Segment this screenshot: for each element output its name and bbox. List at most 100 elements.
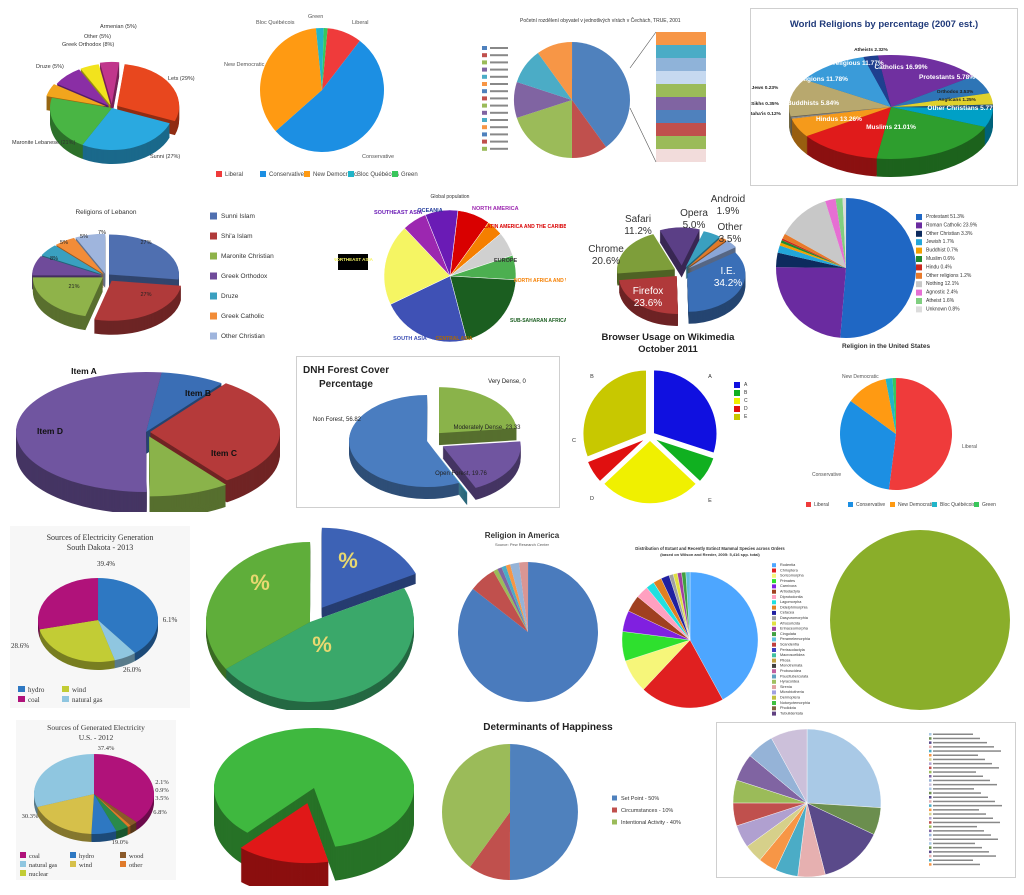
legend-label bbox=[933, 733, 973, 735]
pie-slice bbox=[780, 240, 846, 268]
bar-segment bbox=[656, 97, 706, 110]
slice-label: C bbox=[572, 438, 576, 444]
pie-slice bbox=[442, 441, 521, 488]
chart-sd-electricity[interactable]: Sources of Electricity Generation South D… bbox=[10, 526, 190, 708]
legend-swatch bbox=[929, 825, 932, 828]
region-label: NORTHEAST ASIA bbox=[334, 257, 374, 262]
legend-swatch bbox=[929, 783, 932, 786]
legend-label bbox=[933, 830, 984, 832]
legend-label bbox=[933, 762, 992, 765]
chart-item-pie[interactable]: Item A Item B Item C Item D bbox=[14, 360, 282, 512]
pie-slice bbox=[586, 437, 648, 483]
slice-label: Armenian (5%) bbox=[100, 24, 137, 30]
chart-green-circle[interactable] bbox=[824, 526, 1016, 716]
legend-label: Hyracoidea bbox=[780, 680, 800, 684]
legend-swatch bbox=[772, 701, 776, 705]
region-label: CENTRAL ASIA bbox=[436, 336, 473, 342]
chart-browser-usage[interactable]: I.E. 34.2% Firefox 23.6% Chrome 20.6% Safari 11… bbox=[578, 190, 758, 356]
legend-swatch bbox=[916, 272, 922, 279]
pie-slice bbox=[149, 436, 227, 497]
chart-religion-america[interactable]: Religion in America Source: Pew Research … bbox=[446, 526, 602, 708]
bar-segment bbox=[656, 136, 706, 149]
slice-label: Other bbox=[717, 222, 743, 233]
chart-title: World Religions by percentage (2007 est.… bbox=[790, 19, 978, 30]
chart-title: Global population bbox=[431, 194, 470, 200]
legend-swatch bbox=[929, 854, 932, 858]
legend-swatch bbox=[62, 686, 69, 692]
pie-slice bbox=[91, 794, 117, 834]
legend-label bbox=[490, 111, 508, 114]
legend-label: Circumstances - 10% bbox=[621, 808, 673, 814]
legend-swatch bbox=[929, 762, 932, 765]
legend-swatch bbox=[929, 770, 932, 774]
legend-swatch bbox=[929, 859, 932, 862]
legend-label: Liberal bbox=[814, 502, 829, 508]
chart-world-religions[interactable]: World Religions by percentage (2007 est.… bbox=[750, 8, 1018, 186]
pie-slice bbox=[94, 794, 128, 832]
pie-slice bbox=[885, 378, 896, 434]
legend-swatch bbox=[772, 642, 776, 647]
pie-slice bbox=[619, 275, 679, 314]
pie-slice bbox=[15, 372, 162, 492]
slice-label: 30.3% bbox=[22, 813, 39, 820]
chart-czech-religion[interactable]: Početní rozdělení obyvatel v jednotlivýc… bbox=[470, 8, 738, 184]
slice-label: Liberal bbox=[352, 20, 369, 26]
chart-percent-pie[interactable]: %%% bbox=[198, 524, 432, 710]
pie-slice bbox=[41, 245, 103, 275]
region-label: SOUTHEAST ASIA bbox=[374, 210, 422, 216]
legend-swatch bbox=[932, 502, 937, 507]
slice-label: 21% bbox=[68, 284, 79, 290]
chart-happiness[interactable]: Determinants of Happiness Set Point - 50%… bbox=[440, 716, 708, 884]
chart-religions-lebanon-2[interactable]: Religions of Lebanon 27% 27% 21% 8% 5% 5% 7% Sun… bbox=[14, 196, 304, 346]
legend-swatch bbox=[929, 800, 932, 803]
legend-label bbox=[490, 90, 508, 93]
legend-swatch bbox=[772, 690, 776, 695]
slice-label: Other Christians 5.77% bbox=[927, 105, 998, 112]
chart-canada-parties-2[interactable]: Liberal Conservative New Democratic Liberal… bbox=[802, 366, 1014, 510]
chart-religion-us[interactable]: Protestant 51.3% Roman Catholic 23.9% Othe… bbox=[774, 190, 1014, 350]
legend-swatch bbox=[482, 103, 487, 108]
legend-swatch bbox=[929, 808, 932, 812]
chart-dnh-forest[interactable]: DNH Forest Cover Percentage Very Dense, 0 M… bbox=[296, 356, 560, 508]
pie-slice bbox=[55, 237, 104, 275]
legend-swatch bbox=[482, 82, 487, 86]
slice-label: 3.5% bbox=[155, 795, 169, 802]
legend-label: Cingulata bbox=[780, 632, 797, 636]
legend-label: Proboscidea bbox=[780, 669, 802, 673]
pie-slice bbox=[771, 728, 808, 804]
legend-swatch bbox=[929, 775, 932, 778]
legend-label: Greek Catholic bbox=[221, 313, 265, 320]
chart-mammal-orders[interactable]: Distribution of Extant and Recently Exti… bbox=[610, 544, 816, 716]
legend-label: Microbiotheria bbox=[780, 690, 805, 694]
chart-subtitle: Source: Pew Research Center bbox=[495, 542, 550, 547]
chart-green-red-pie[interactable] bbox=[186, 720, 422, 886]
pie-slice bbox=[94, 280, 182, 321]
connector-line bbox=[629, 107, 657, 163]
legend-label: Nothing 12.1% bbox=[926, 281, 959, 287]
legend-label bbox=[490, 47, 508, 49]
chart-canada-parties-1[interactable]: Liberal Conservative New Democratic Bloc Qu… bbox=[212, 8, 444, 184]
pie-slice bbox=[449, 275, 517, 341]
legend-swatch bbox=[734, 406, 740, 412]
legend-label: Bloc Québécois bbox=[357, 172, 399, 178]
region-label: EUROPE bbox=[494, 258, 518, 264]
legend-label: natural gas bbox=[72, 696, 103, 704]
chart-lebanon-3d-1[interactable]: Lets (29%) Sunni (27%) Maronite Lebanese (… bbox=[0, 8, 200, 184]
chart-multi-slice-pie[interactable] bbox=[716, 722, 1016, 878]
chart-us-electricity[interactable]: Sources of Generated Electricity U.S. - 2… bbox=[16, 720, 176, 880]
legend-label bbox=[933, 838, 998, 840]
chart-global-population[interactable]: Global population OCEANIA NORTH AMERICA LAT… bbox=[334, 190, 566, 348]
legend-swatch bbox=[772, 584, 776, 589]
legend-swatch bbox=[916, 222, 922, 229]
legend-label: nuclear bbox=[29, 871, 49, 878]
legend-swatch bbox=[734, 398, 740, 404]
slice-label: % bbox=[338, 548, 358, 573]
legend-label: Monotremata bbox=[780, 664, 803, 668]
pie-slice bbox=[514, 82, 572, 118]
legend-label: D bbox=[744, 406, 748, 412]
chart-title: Determinants of Happiness bbox=[483, 722, 613, 733]
region-label: NORTH AFRICA AND WEST ASIA bbox=[514, 278, 566, 284]
legend-label bbox=[933, 741, 987, 744]
slice-label: Bloc Québécois bbox=[256, 20, 295, 26]
